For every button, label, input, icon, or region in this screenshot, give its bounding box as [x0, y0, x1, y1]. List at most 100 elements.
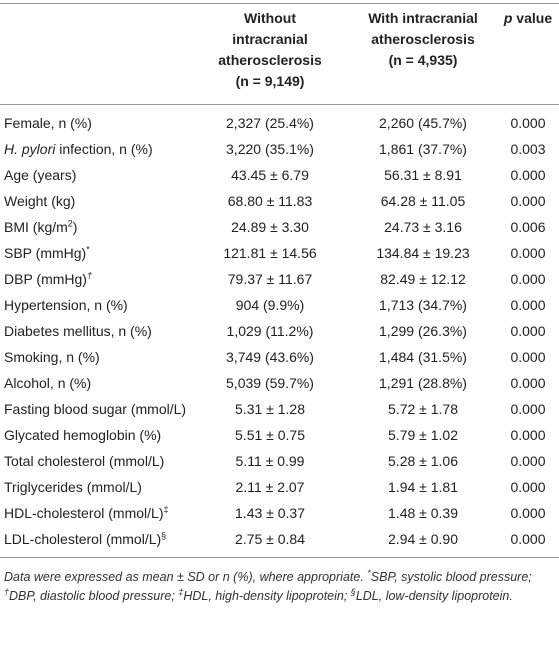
table-cell: 24.73 ± 3.16 [384, 219, 462, 235]
header-rule [0, 104, 559, 105]
table-cell: 1,484 (31.5%) [379, 349, 467, 365]
table-cell: 1.94 ± 1.81 [388, 479, 458, 495]
text-segment: Female, n (%) [4, 115, 92, 131]
row-label: Weight (kg) [4, 188, 75, 214]
text-segment: Glycated hemoglobin (%) [4, 427, 162, 443]
row-label: HDL-cholesterol (mmol/L)‡ [4, 500, 169, 526]
table-cell: 1,299 (26.3%) [379, 323, 467, 339]
table-cell: 5,039 (59.7%) [226, 375, 314, 391]
row-label: Glycated hemoglobin (%) [4, 422, 161, 448]
table-cell: 2.94 ± 0.90 [388, 531, 458, 547]
text-segment: ‡ [178, 586, 184, 597]
text-segment: SBP (mmHg) [4, 245, 87, 261]
row-label: Age (years) [4, 162, 76, 188]
text-segment: Fasting blood sugar (mmol/L) [4, 401, 187, 417]
table-cell: 24.89 ± 3.30 [231, 219, 309, 235]
table-cell: 0.006 [510, 219, 546, 235]
row-label: LDL-cholesterol (mmol/L)§ [4, 526, 166, 552]
text-segment: BMI (kg/m [4, 219, 68, 235]
row-label: BMI (kg/m2) [4, 214, 77, 240]
table-cell: 0.003 [510, 141, 546, 157]
table-cell: 1,291 (28.8%) [379, 375, 467, 391]
table-cell: 121.81 ± 14.56 [223, 245, 317, 261]
row-label: Smoking, n (%) [4, 344, 100, 370]
table-cell: 2.75 ± 0.84 [235, 531, 305, 547]
text-segment: value [512, 10, 553, 26]
header-line: atherosclerosis [371, 31, 475, 47]
header-line: atherosclerosis [218, 52, 322, 68]
text-segment: DBP (mmHg) [4, 271, 87, 287]
row-label: Fasting blood sugar (mmol/L) [4, 396, 186, 422]
text-segment: § [350, 586, 356, 597]
table-cell: 0.000 [510, 427, 546, 443]
text-segment: H. pylori [4, 141, 56, 157]
table-cell: 0.000 [510, 375, 546, 391]
table-cell: 1.48 ± 0.39 [388, 505, 458, 521]
table-cell: 2,260 (45.7%) [379, 115, 467, 131]
table-cell: 1,029 (11.2%) [226, 323, 314, 339]
header-line: (n = 4,935) [388, 52, 458, 68]
text-segment: Total cholesterol (mmol/L) [4, 453, 165, 469]
text-segment: ‡ [163, 504, 169, 515]
text-segment: Data were expressed as mean ± SD or n (%… [4, 570, 368, 584]
column-header: p value [493, 8, 559, 29]
table-cell: 5.31 ± 1.28 [235, 401, 305, 417]
row-label: Total cholesterol (mmol/L) [4, 448, 164, 474]
table-cell: 0.000 [510, 271, 546, 287]
text-segment: LDL-cholesterol (mmol/L) [4, 531, 162, 547]
text-segment: DBP, diastolic blood pressure; [9, 589, 179, 603]
text-segment: HDL, high-density lipoprotein; [183, 589, 351, 603]
column-header: Without intracranial atherosclerosis (n = 9… [185, 8, 355, 92]
table-cell: 2,327 (25.4%) [226, 115, 314, 131]
header-line: Without [244, 10, 296, 26]
table-cell: 56.31 ± 8.91 [384, 167, 462, 183]
table-cell: 0.000 [510, 323, 546, 339]
footnote: Data were expressed as mean ± SD or n (%… [4, 568, 552, 606]
text-segment: LDL, low-density lipoprotein. [355, 589, 513, 603]
table-cell: 134.84 ± 19.23 [376, 245, 470, 261]
text-segment: Diabetes mellitus, n (%) [4, 323, 152, 339]
table-cell: 0.000 [510, 401, 546, 417]
text-segment: HDL-cholesterol (mmol/L) [4, 505, 164, 521]
table-cell: 5.28 ± 1.06 [388, 453, 458, 469]
text-segment: Triglycerides (mmol/L) [4, 479, 142, 495]
text-segment: Smoking, n (%) [4, 349, 100, 365]
text-segment: † [4, 586, 10, 597]
bottom-rule [0, 557, 559, 558]
header-line: With intracranial [368, 10, 478, 26]
row-label: Diabetes mellitus, n (%) [4, 318, 152, 344]
table-cell: 5.79 ± 1.02 [388, 427, 458, 443]
row-label: Hypertension, n (%) [4, 292, 128, 318]
table-cell: 1,861 (37.7%) [379, 141, 467, 157]
table-cell: 0.000 [510, 167, 546, 183]
text-segment: Age (years) [4, 167, 77, 183]
text-segment: * [86, 244, 90, 255]
header-line: (n = 9,149) [235, 73, 305, 89]
table-cell: 1.43 ± 0.37 [235, 505, 305, 521]
table-cell: 82.49 ± 12.12 [380, 271, 466, 287]
table-cell: 3,220 (35.1%) [226, 141, 314, 157]
text-segment: † [86, 270, 92, 281]
table-cell: 5.51 ± 0.75 [235, 427, 305, 443]
table-cell: 68.80 ± 11.83 [227, 193, 313, 209]
text-segment: § [161, 530, 167, 541]
text-segment: 2 [67, 218, 73, 229]
text-segment: SBP, systolic blood pressure; [370, 570, 532, 584]
table-cell: 43.45 ± 6.79 [231, 167, 309, 183]
table-cell: 2.11 ± 2.07 [235, 479, 305, 495]
row-label: Female, n (%) [4, 110, 92, 136]
column-header: With intracranial atherosclerosis (n = 4,9… [348, 8, 498, 71]
row-label: DBP (mmHg)† [4, 266, 92, 292]
text-segment: Alcohol, n (%) [4, 375, 92, 391]
table-cell: 0.000 [510, 115, 546, 131]
table-cell: 79.37 ± 11.67 [227, 271, 313, 287]
table-cell: 1,713 (34.7%) [379, 297, 467, 313]
table-cell: 0.000 [510, 453, 546, 469]
text-segment: Hypertension, n (%) [4, 297, 128, 313]
table-cell: 0.000 [510, 297, 546, 313]
table-cell: 5.72 ± 1.78 [388, 401, 458, 417]
text-segment: infection, n (%) [55, 141, 153, 157]
table-cell: 0.000 [510, 531, 546, 547]
top-rule [0, 3, 559, 4]
